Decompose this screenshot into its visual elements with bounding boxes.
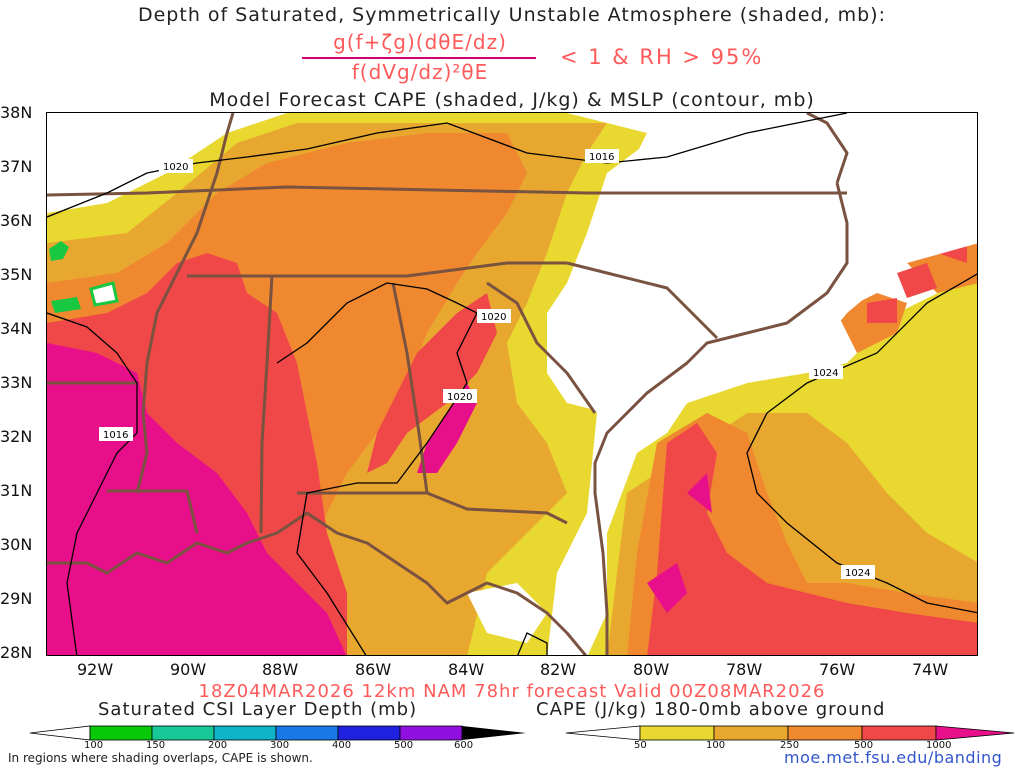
isobar-1020-north: [47, 113, 848, 218]
lon-label: 84W: [448, 660, 485, 679]
isobar-1016-west: [47, 312, 138, 655]
lat-label: 34N: [0, 319, 33, 338]
csi-tick: 400: [332, 740, 352, 751]
csi-colorbar-title: Saturated CSI Layer Depth (mb): [98, 699, 418, 720]
isobar-1024-east: [746, 273, 977, 614]
lat-label: 30N: [0, 535, 33, 554]
unshaded-atlantic: [547, 113, 977, 655]
cape-tick: 100: [706, 740, 726, 751]
map-svg: 1020 1016 1020 1020 1016 1024 1024: [47, 113, 977, 655]
lat-label: 31N: [0, 481, 33, 500]
cape-1000-region: [47, 343, 712, 655]
csi-bin-4: [275, 725, 339, 741]
csi-bin-6: [399, 725, 463, 741]
isobar-label: 1020: [481, 312, 506, 323]
lon-label: 82W: [540, 660, 577, 679]
lon-label: 78W: [726, 660, 763, 679]
csi-bin-5: [337, 725, 401, 741]
isobar-south: [517, 632, 548, 655]
cape-colorbar-title: CAPE (J/kg) 180-0mb above ground: [536, 699, 886, 720]
tn-ky-border: [47, 185, 847, 197]
lon-label: 80W: [633, 660, 670, 679]
lat-label: 38N: [0, 103, 33, 122]
csi-patch-3: [89, 281, 119, 307]
fraction-bar: [302, 57, 536, 59]
isobar-labels: 1020 1016 1020 1020 1016 1024 1024: [99, 149, 875, 579]
cape-bin-4: [861, 725, 937, 741]
lon-label: 88W: [262, 660, 299, 679]
lat-label: 33N: [0, 373, 33, 392]
csi-bin-7: [462, 726, 526, 740]
criterion-text: < 1 & RH > 95%: [560, 45, 764, 69]
lon-label: 90W: [170, 660, 207, 679]
forecast-map: 1020 1016 1020 1020 1016 1024 1024: [46, 112, 978, 656]
lon-label: 92W: [77, 660, 114, 679]
forecast-valid-line: 18Z04MAR2026 12km NAM 78hr forecast Vali…: [198, 681, 826, 702]
cape-tick: 50: [634, 740, 647, 751]
isobar-1020-central: [276, 282, 478, 655]
cape-tick: 1000: [926, 740, 952, 751]
csi-bin-0: [30, 725, 91, 741]
lon-label: 74W: [912, 660, 949, 679]
cape-tick: 250: [780, 740, 800, 751]
csi-colorbar: [30, 725, 526, 741]
isobar-label: 1016: [589, 152, 614, 163]
isobar-label: 1020: [163, 162, 188, 173]
fl-northern-border: [297, 491, 568, 525]
cape-bin-1: [639, 725, 715, 741]
cape-bin-2: [713, 725, 789, 741]
csi-tick: 200: [208, 740, 228, 751]
la-ms-border: [107, 489, 199, 534]
csi-bin-1: [89, 725, 153, 741]
csi-tick: 150: [146, 740, 166, 751]
lon-label: 86W: [355, 660, 392, 679]
ms-al-border: [259, 275, 274, 534]
cape-bin-5: [935, 725, 1015, 741]
carolina-coast: [806, 113, 849, 184]
csi-bin-3: [213, 725, 277, 741]
csi-patch-2: [51, 297, 81, 313]
ga-sc-border: [486, 281, 597, 414]
nc-sc-border: [566, 261, 719, 340]
cape-bin-0: [566, 725, 641, 741]
lat-label: 32N: [0, 427, 33, 446]
isobar-label: 1024: [845, 568, 870, 579]
source-url-link[interactable]: moe.met.fsu.edu/banding: [784, 748, 1003, 767]
cape-bin-3: [787, 725, 863, 741]
lon-label: 76W: [819, 660, 856, 679]
cape-500-region: [47, 243, 977, 655]
lat-label: 37N: [0, 157, 33, 176]
lat-label: 29N: [0, 589, 33, 608]
title-line-1: Depth of Saturated, Symmetrically Unstab…: [137, 4, 886, 26]
title-line-3: Model Forecast CAPE (shaded, J/kg) & MSL…: [209, 89, 815, 111]
fraction-denominator: f(dVg/dz)²θE: [351, 60, 489, 84]
al-ga-border: [391, 282, 429, 494]
csi-patch-1: [49, 241, 69, 261]
gulf-coastline: [47, 511, 588, 655]
overlap-footnote: In regions where shading overlaps, CAPE …: [8, 751, 313, 765]
lat-label: 35N: [0, 265, 33, 284]
unshaded-ne-corner: [47, 113, 197, 213]
isobar-label: 1016: [103, 430, 128, 441]
cape-colorbar: [566, 725, 1015, 741]
florida-east-coast: [593, 182, 849, 655]
csi-tick: 300: [270, 740, 290, 751]
csi-tick: 100: [84, 740, 104, 751]
csi-bin-2: [151, 725, 215, 741]
lat-label: 36N: [0, 211, 33, 230]
cape-tick: 500: [854, 740, 874, 751]
lat-label: 28N: [0, 643, 33, 662]
isobars: [47, 113, 977, 655]
isobar-label: 1020: [447, 392, 472, 403]
tn-south-border: [187, 261, 567, 278]
csi-tick: 500: [394, 740, 414, 751]
fraction-numerator: g(f+ζg)(dθE/dz): [333, 30, 507, 54]
isobar-label: 1024: [813, 368, 838, 379]
cape-shading: [47, 113, 977, 655]
csi-shading: [49, 241, 119, 313]
csi-tick: 600: [454, 740, 474, 751]
